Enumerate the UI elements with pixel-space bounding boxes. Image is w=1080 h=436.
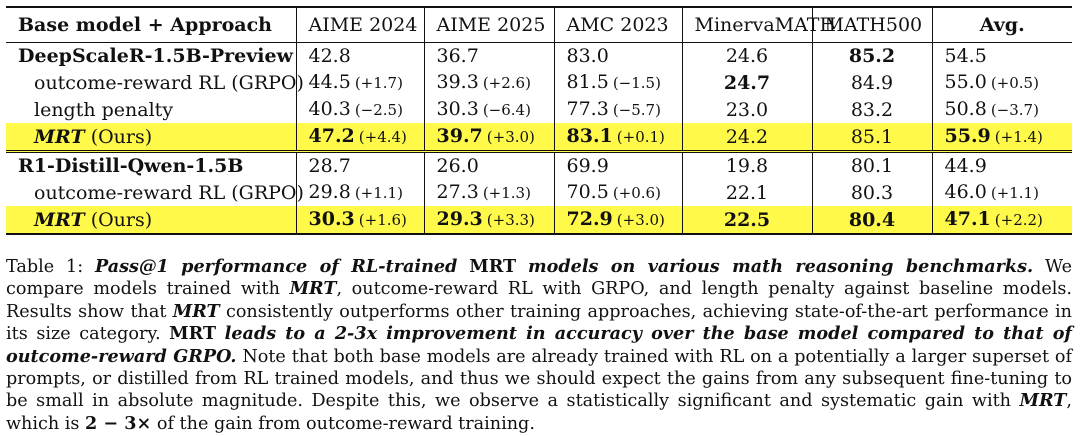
cell-amc2023: 70.5 (+0.6) xyxy=(553,179,682,206)
cell-aime2024: 29.8 (+1.1) xyxy=(295,179,424,206)
cell-avg: 47.1 (+2.2) xyxy=(931,206,1072,235)
cell-aime2024: 47.2 (+4.4) xyxy=(295,123,424,152)
base-model-name: R1-Distill-Qwen-1.5B xyxy=(6,150,296,179)
header-minervamath: MinervaMATH xyxy=(681,6,836,43)
caption-title-part: models on various math reasoning benchma… xyxy=(527,256,1034,277)
mrt-label: MRT xyxy=(34,208,85,231)
header-approach: Base model + Approach xyxy=(6,6,296,43)
table-row-highlighted: MRT (Ours) 30.3 (+1.6) 29.3 (+3.3) 72.9 (+3… xyxy=(6,206,1072,235)
caption-text: of the gain from outcome-reward training… xyxy=(156,413,535,434)
ours-label: (Ours) xyxy=(90,125,153,148)
cell-amc2023: 69.9 xyxy=(553,150,682,179)
cell-math500: 85.1 xyxy=(811,123,932,152)
caption-math: 2 − 3× xyxy=(85,412,152,434)
cell-aime2025: 39.3 (+2.6) xyxy=(423,69,554,96)
cell-amc2023: 83.1 (+0.1) xyxy=(553,123,682,152)
results-table-container: Base model + Approach AIME 2024 AIME 202… xyxy=(6,6,1072,235)
cell-aime2024: 30.3 (+1.6) xyxy=(295,206,424,235)
cell-aime2024: 42.8 xyxy=(295,42,424,69)
cell-aime2025: 39.7 (+3.0) xyxy=(423,123,554,152)
table-caption: Table 1: Pass@1 performance of RL-traine… xyxy=(6,256,1072,435)
cell-minervamath: 22.5 xyxy=(681,206,812,235)
cell-amc2023: 77.3 (−5.7) xyxy=(553,96,682,123)
cell-amc2023: 83.0 xyxy=(553,42,682,69)
cell-minervamath: 19.8 xyxy=(681,150,812,179)
caption-text: Note that both base models are already t… xyxy=(6,346,1072,412)
base-model-name: DeepScaleR-1.5B-Preview xyxy=(6,42,296,69)
table-row: outcome-reward RL (GRPO) 29.8 (+1.1) 27.3… xyxy=(6,179,1072,206)
header-aime2025: AIME 2025 xyxy=(423,6,554,43)
cell-math500: 84.9 xyxy=(811,69,932,96)
cell-aime2024: 40.3 (−2.5) xyxy=(295,96,424,123)
header-avg: Avg. xyxy=(931,6,1072,43)
cell-minervamath: 24.6 xyxy=(681,42,812,69)
cell-aime2024: 28.7 xyxy=(295,150,424,179)
results-table: Base model + Approach AIME 2024 AIME 202… xyxy=(6,6,1072,235)
cell-avg: 54.5 xyxy=(931,42,1072,69)
cell-math500: 83.2 xyxy=(811,96,932,123)
caption-title-part: Pass@1 performance of RL-trained xyxy=(95,256,458,277)
table-header-row: Base model + Approach AIME 2024 AIME 202… xyxy=(6,6,1072,43)
cell-math500: 80.1 xyxy=(811,150,932,179)
cell-aime2025: 29.3 (+3.3) xyxy=(423,206,554,235)
cell-avg: 44.9 xyxy=(931,150,1072,179)
cell-amc2023: 72.9 (+3.0) xyxy=(553,206,682,235)
cell-minervamath: 24.7 xyxy=(681,69,812,96)
cell-aime2025: 26.0 xyxy=(423,150,554,179)
cell-avg: 55.9 (+1.4) xyxy=(931,123,1072,152)
method-name: length penalty xyxy=(34,98,174,121)
caption-mrt: MRT xyxy=(289,278,337,300)
table-row: outcome-reward RL (GRPO) 44.5 (+1.7) 39.3… xyxy=(6,69,1072,96)
caption-mrt: MRT xyxy=(172,300,220,322)
mrt-label: MRT xyxy=(34,125,85,148)
cell-aime2025: 36.7 xyxy=(423,42,554,69)
cell-math500: 85.2 xyxy=(811,42,932,69)
cell-minervamath: 23.0 xyxy=(681,96,812,123)
cell-math500: 80.4 xyxy=(811,206,932,235)
table-row-highlighted: MRT (Ours) 47.2 (+4.4) 39.7 (+3.0) 83.1 (+0… xyxy=(6,123,1072,152)
header-math500: MATH500 xyxy=(811,6,932,43)
caption-text: , outcome-reward RL with GRPO, and lengt… xyxy=(6,279,1073,322)
cell-aime2024: 44.5 (+1.7) xyxy=(295,69,424,96)
header-amc2023: AMC 2023 xyxy=(553,6,682,43)
method-name: outcome-reward RL (GRPO) xyxy=(34,181,304,204)
caption-label: Table 1: xyxy=(6,257,84,277)
cell-math500: 80.3 xyxy=(811,179,932,206)
ours-label: (Ours) xyxy=(90,208,153,231)
cell-avg: 46.0 (+1.1) xyxy=(931,179,1072,206)
caption-mrt: MRT xyxy=(1019,390,1067,412)
caption-text: , which is xyxy=(6,391,1072,434)
caption-mrt: MRT xyxy=(469,256,517,277)
caption-text: consistently outperforms other training … xyxy=(6,301,1072,345)
cell-avg: 50.8 (−3.7) xyxy=(931,96,1072,123)
caption-text: We compare models trained with xyxy=(6,257,1073,300)
cell-minervamath: 24.2 xyxy=(681,123,812,152)
caption-emphasis: leads to a 2-3x improvement in accuracy … xyxy=(6,323,1073,367)
table-row: DeepScaleR-1.5B-Preview 42.8 36.7 83.0 2… xyxy=(6,42,1072,69)
caption-mrt: MRT xyxy=(169,323,217,345)
method-name: MRT (Ours) xyxy=(6,206,296,235)
method-name: MRT (Ours) xyxy=(6,123,296,152)
cell-amc2023: 81.5 (−1.5) xyxy=(553,69,682,96)
table-row: R1-Distill-Qwen-1.5B 28.7 26.0 69.9 19.8… xyxy=(6,150,1072,179)
cell-minervamath: 22.1 xyxy=(681,179,812,206)
cell-avg: 55.0 (+0.5) xyxy=(931,69,1072,96)
cell-aime2025: 27.3 (+1.3) xyxy=(423,179,554,206)
header-aime2024: AIME 2024 xyxy=(295,6,424,43)
cell-aime2025: 30.3 (−6.4) xyxy=(423,96,554,123)
table-row: length penalty 40.3 (−2.5) 30.3 (−6.4) 77.… xyxy=(6,96,1072,123)
method-name: outcome-reward RL (GRPO) xyxy=(34,71,304,94)
